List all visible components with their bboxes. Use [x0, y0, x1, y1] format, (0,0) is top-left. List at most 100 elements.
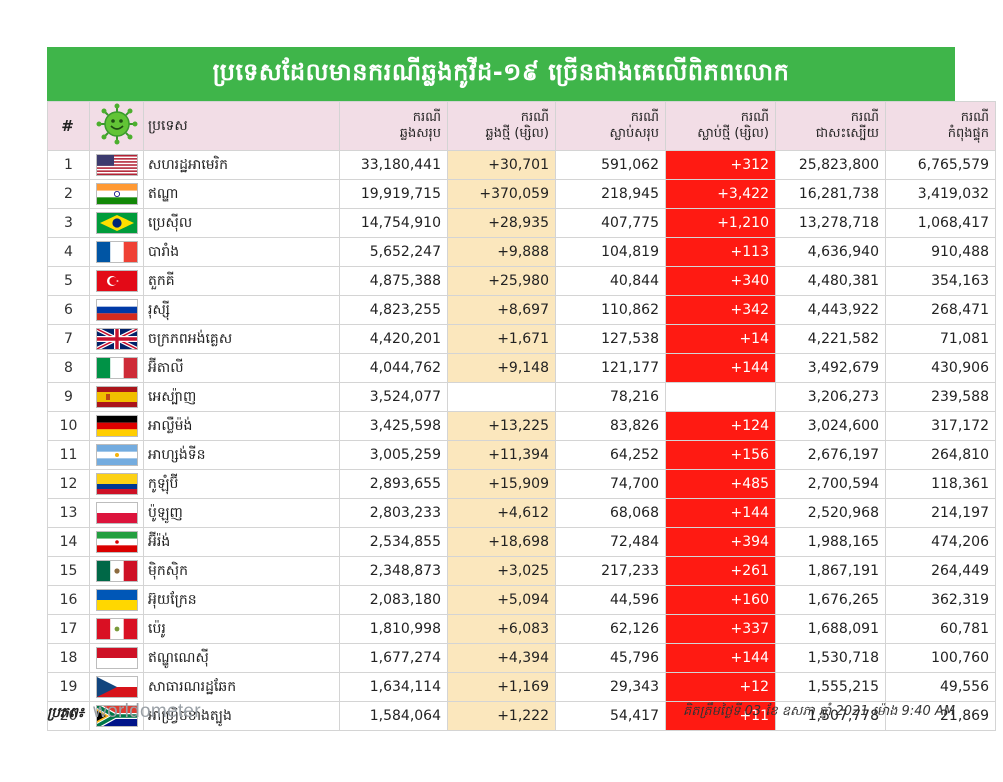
rank-cell: 4	[47, 237, 90, 267]
active-cases-cell: 1,068,417	[885, 208, 996, 238]
new-cases-cell: +4,612	[447, 498, 556, 528]
iran-flag-icon	[95, 531, 138, 553]
new-cases-cell: +25,980	[447, 266, 556, 296]
argentina-flag-icon	[95, 444, 138, 466]
czech-flag-icon	[95, 676, 138, 698]
active-cases-cell: 268,471	[885, 295, 996, 325]
country-name-cell: កូឡុំប៊ី	[143, 469, 340, 499]
new-deaths-cell: +485	[665, 469, 776, 499]
active-cases-cell: 3,419,032	[885, 179, 996, 209]
total-cases-cell: 33,180,441	[339, 150, 448, 180]
total-deaths-cell: 54,417	[555, 701, 666, 731]
new-deaths-cell: +144	[665, 353, 776, 383]
flag-cell	[89, 179, 144, 209]
virus-icon	[94, 103, 140, 150]
country-name-cell: អាហ្វ្រិចខាងត្បូង	[143, 701, 340, 731]
new-deaths-cell: +3,422	[665, 179, 776, 209]
new-cases-cell: +5,094	[447, 585, 556, 615]
active-cases-cell: 354,163	[885, 266, 996, 296]
germany-flag-icon	[95, 415, 138, 437]
table-row: 18 ឥណ្ឌូណេស៊ី 1,677,274 +4,394 45,796 +144 1,5…	[47, 643, 996, 673]
recovered-cell: 1,676,265	[775, 585, 886, 615]
active-cases-cell: 60,781	[885, 614, 996, 644]
new-cases-cell: +1,671	[447, 324, 556, 354]
table-row: 10 អាល្លឺម៉ង់ 3,425,598 +13,225 83,826 +124 3,…	[47, 411, 996, 441]
ukraine-flag-icon	[95, 589, 138, 611]
active-cases-cell: 71,081	[885, 324, 996, 354]
new-cases-cell: +9,888	[447, 237, 556, 267]
active-cases-cell: 6,765,579	[885, 150, 996, 180]
italy-flag-icon	[95, 357, 138, 379]
new-cases-cell: +9,148	[447, 353, 556, 383]
total-cases-cell: 2,803,233	[339, 498, 448, 528]
header-recovered: ករណី ជាសះស្បើយ	[775, 101, 886, 151]
total-deaths-cell: 407,775	[555, 208, 666, 238]
south-africa-flag-icon	[95, 703, 138, 729]
flag-cell	[89, 324, 144, 354]
header-total-deaths-line2: ស្លាប់សរុប	[609, 126, 659, 141]
flag-cell	[89, 295, 144, 325]
header-country: ប្រទេស	[143, 101, 340, 151]
active-cases-cell: 362,319	[885, 585, 996, 615]
new-cases-cell: +1,222	[447, 701, 556, 731]
recovered-cell: 16,281,738	[775, 179, 886, 209]
header-total-deaths: ករណី ស្លាប់សរុប	[555, 101, 666, 151]
turkey-flag-icon	[95, 270, 138, 292]
recovered-cell: 3,024,600	[775, 411, 886, 441]
uk-flag-icon	[95, 327, 138, 351]
header-active-line2: កំពុងផ្ទុក	[947, 126, 989, 141]
new-cases-cell: +8,697	[447, 295, 556, 325]
header-total-deaths-line1: ករណី	[630, 110, 659, 125]
table-body: 1 សហរដ្ឋអាមេរិក 33,180,441 +30,701 591,062 +3…	[47, 150, 996, 731]
active-cases-cell: 214,197	[885, 498, 996, 528]
recovered-cell: 2,520,968	[775, 498, 886, 528]
brazil-flag-icon	[95, 212, 138, 234]
header-total-cases: ករណី ឆ្លងសរុប	[339, 101, 448, 151]
recovered-cell: 4,480,381	[775, 266, 886, 296]
flag-cell	[89, 614, 144, 644]
header-new-cases-line1: ករណី	[520, 110, 549, 125]
new-cases-cell: +30,701	[447, 150, 556, 180]
rank-cell: 9	[47, 382, 90, 412]
total-cases-cell: 2,893,655	[339, 469, 448, 499]
total-deaths-cell: 83,826	[555, 411, 666, 441]
rank-cell: 8	[47, 353, 90, 383]
total-cases-cell: 1,584,064	[339, 701, 448, 731]
table-header-row: #	[47, 101, 996, 151]
header-total-cases-line1: ករណី	[412, 110, 441, 125]
total-cases-cell: 19,919,715	[339, 179, 448, 209]
table-row: 4 បារាំង 5,652,247 +9,888 104,819 +113 4,636,9…	[47, 237, 996, 267]
active-cases-cell: 239,588	[885, 382, 996, 412]
rank-cell: 7	[47, 324, 90, 354]
country-name-cell: អ៊ីរ៉ង់	[143, 527, 340, 557]
table-row: 17 ប៉េរូ 1,810,998 +6,083 62,126 +337 1,688,09…	[47, 614, 996, 644]
total-cases-cell: 3,005,259	[339, 440, 448, 470]
header-new-deaths-line2: ស្លាប់ថ្មី (ម្សិល)	[697, 126, 769, 141]
indonesia-flag-icon	[95, 647, 138, 669]
new-cases-cell: +370,059	[447, 179, 556, 209]
total-deaths-cell: 110,862	[555, 295, 666, 325]
recovered-cell: 3,492,679	[775, 353, 886, 383]
total-deaths-cell: 218,945	[555, 179, 666, 209]
flag-cell	[89, 440, 144, 470]
country-name-cell: អេស្ប៉ាញ	[143, 382, 340, 412]
recovered-cell: 3,206,273	[775, 382, 886, 412]
country-name-cell: បារាំង	[143, 237, 340, 267]
total-deaths-cell: 78,216	[555, 382, 666, 412]
new-deaths-cell: +160	[665, 585, 776, 615]
new-deaths-cell: +144	[665, 498, 776, 528]
active-cases-cell: 317,172	[885, 411, 996, 441]
covid-table-sheet: ប្រទេសដែលមានករណីឆ្លងកូវីដ-១៩ ច្រើនជាងគេល…	[47, 47, 996, 731]
flag-cell	[89, 672, 144, 702]
table-row: 3 ប្រេស៊ីល 14,754,910 +28,935 407,775 +1,210 1…	[47, 208, 996, 238]
rank-cell: 6	[47, 295, 90, 325]
recovered-cell: 1,867,191	[775, 556, 886, 586]
table-title: ប្រទេសដែលមានករណីឆ្លងកូវីដ-១៩ ច្រើនជាងគេល…	[47, 47, 955, 101]
header-virus-cell	[89, 101, 144, 151]
total-deaths-cell: 72,484	[555, 527, 666, 557]
total-cases-cell: 1,634,114	[339, 672, 448, 702]
active-cases-cell: 910,488	[885, 237, 996, 267]
rank-cell: 16	[47, 585, 90, 615]
new-cases-cell	[447, 382, 556, 412]
rank-cell: 2	[47, 179, 90, 209]
